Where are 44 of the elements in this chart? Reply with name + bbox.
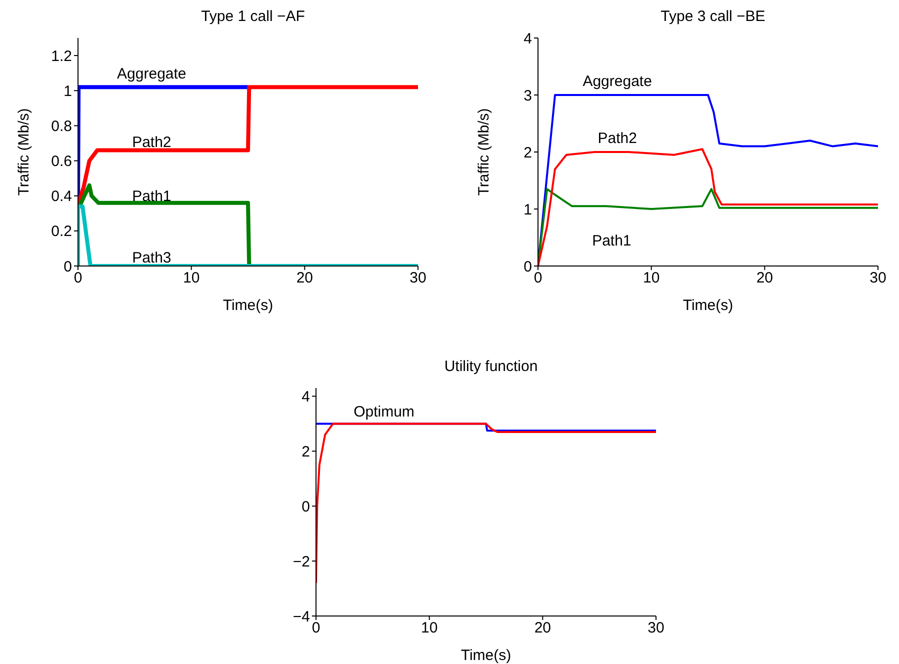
x-tick-label: 10 (420, 620, 438, 637)
y-tick-label: 1 (524, 201, 532, 218)
series-label: Aggregate (582, 73, 652, 90)
line-series (316, 422, 656, 584)
y-tick-label: 4 (524, 30, 532, 48)
x-tick-label: 10 (182, 270, 200, 287)
y-axis-title: Traffic (Mb/s) (475, 108, 492, 196)
y-tick-label: 0 (302, 498, 310, 516)
x-tick-label: 20 (296, 270, 314, 287)
series-label: Path3 (132, 250, 172, 267)
y-tick-label: 0.2 (51, 223, 72, 240)
y-tick-label: 4 (302, 388, 310, 406)
line-series (78, 85, 418, 207)
y-tick-label: 3 (524, 87, 532, 104)
series-label: Path2 (132, 134, 172, 151)
y-tick-label: −4 (292, 608, 310, 626)
x-axis-title: Time(s) (682, 297, 734, 314)
y-tick-label: 1.2 (51, 48, 72, 65)
series-label: Optimum (354, 404, 414, 421)
y-tick-label: 1 (64, 82, 72, 100)
y-axis-title: Traffic (Mb/s) (15, 108, 32, 196)
x-tick-label: 30 (870, 270, 886, 287)
series-label: Path1 (132, 188, 172, 206)
x-axis-title: Time(s) (222, 297, 274, 314)
x-tick-label: 30 (648, 620, 664, 637)
x-tick-label: 10 (642, 270, 660, 287)
x-tick-label: 30 (410, 270, 426, 287)
series-label: Aggregate (117, 65, 186, 82)
x-tick-label: 20 (756, 270, 774, 287)
chart-title: Utility function (443, 358, 539, 375)
series-label: Path1 (592, 232, 632, 250)
y-tick-label: 0.8 (51, 118, 72, 136)
y-tick-label: 2 (524, 144, 532, 162)
chart-title: Type 3 call −BE (660, 8, 766, 25)
x-tick-label: 20 (534, 620, 552, 637)
y-tick-label: −2 (292, 553, 310, 570)
x-axis-title: Time(s) (460, 647, 512, 664)
y-tick-label: 0 (64, 258, 72, 276)
y-tick-label: 0 (524, 258, 532, 276)
y-tick-label: 2 (302, 444, 310, 461)
series-label: Path2 (598, 130, 637, 148)
y-tick-label: 0.4 (51, 188, 72, 206)
y-tick-label: 0.6 (51, 153, 72, 170)
chart-title: Type 1 call −AF (200, 8, 306, 25)
